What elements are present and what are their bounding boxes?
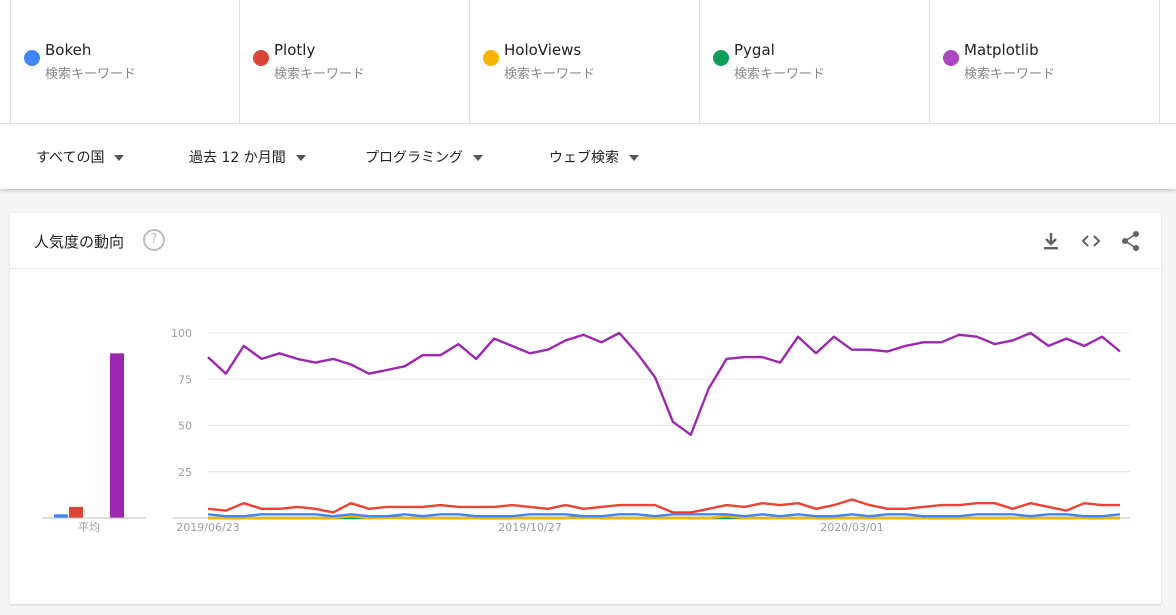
term-type: 検索キーワード (45, 67, 137, 82)
term-type: 検索キーワード (274, 67, 366, 82)
average-bar (110, 353, 124, 518)
series-line-matplotlib (207, 331, 1121, 437)
interest-over-time-card: 人気度の動向 ? 100 75 50 25 平均 2019/06/23 2019/10/… (10, 213, 1161, 604)
chevron-down-icon (629, 155, 639, 161)
term-card-1[interactable]: Plotly 検索キーワード (240, 0, 470, 123)
term-card-3[interactable]: Pygal 検索キーワード (700, 0, 930, 123)
chevron-down-icon (295, 155, 306, 161)
embed-code-icon[interactable] (1080, 230, 1102, 252)
series-lines (207, 331, 1121, 520)
series-line-bokeh (207, 513, 1121, 518)
term-name: Bokeh (45, 41, 92, 59)
card-title: 人気度の動向 (34, 233, 125, 251)
term-card-0[interactable]: Bokeh 検索キーワード (10, 0, 240, 123)
y-axis-labels: 100 75 50 25 (171, 327, 192, 479)
y-tick-label: 25 (178, 466, 192, 479)
card-header: 人気度の動向 ? (10, 213, 1161, 269)
term-color-dot (483, 50, 499, 66)
x-tick-label: 2019/06/23 (176, 521, 239, 534)
term-name: Matplotlib (964, 41, 1039, 59)
average-bar (69, 506, 83, 518)
region-dropdown[interactable]: すべての国 (36, 147, 125, 167)
search-type-label: ウェブ検索 (549, 150, 619, 166)
share-icon[interactable] (1120, 230, 1142, 252)
category-label: プログラミング (365, 150, 463, 166)
category-dropdown[interactable]: プログラミング (365, 147, 483, 167)
term-name: Pygal (734, 41, 775, 59)
term-card-4[interactable]: Matplotlib 検索キーワード (930, 0, 1160, 123)
term-color-dot (24, 50, 40, 66)
x-tick-label: 2019/10/27 (498, 521, 561, 534)
series-line-holoviews (208, 514, 1120, 520)
term-type: 検索キーワード (504, 67, 596, 82)
term-type: 検索キーワード (734, 67, 826, 82)
trend-chart: 100 75 50 25 平均 2019/06/23 2019/10/27 2020/03… (42, 327, 1130, 534)
average-bar (54, 514, 68, 518)
y-tick-label: 100 (171, 327, 192, 340)
region-label: すべての国 (36, 150, 105, 166)
help-icon[interactable]: ? (143, 229, 165, 251)
period-dropdown[interactable]: 過去 12 か月間 (189, 147, 306, 167)
chart-gridlines (173, 332, 1130, 519)
chevron-down-icon (473, 155, 483, 161)
period-label: 過去 12 か月間 (189, 150, 286, 166)
search-type-dropdown[interactable]: ウェブ検索 (549, 147, 639, 167)
term-color-dot (713, 50, 729, 66)
chevron-down-icon (114, 155, 125, 161)
term-name: HoloViews (504, 41, 582, 59)
term-color-dot (253, 50, 269, 66)
filter-bar: すべての国 過去 12 か月間 プログラミング ウェブ検索 (0, 123, 1176, 189)
download-icon[interactable] (1040, 230, 1062, 252)
term-color-dot (943, 50, 959, 66)
x-tick-label: 2020/03/01 (820, 521, 883, 534)
search-terms-bar: Bokeh 検索キーワード Plotly 検索キーワード HoloViews 検… (0, 0, 1176, 123)
x-axis-labels: 2019/06/23 2019/10/27 2020/03/01 (176, 521, 883, 534)
term-name: Plotly (274, 41, 316, 59)
series-line-plotly (207, 498, 1120, 514)
average-bars: 平均 (42, 353, 146, 534)
y-tick-label: 75 (178, 373, 192, 386)
term-type: 検索キーワード (964, 67, 1056, 82)
y-tick-label: 50 (178, 420, 192, 433)
average-label: 平均 (78, 521, 100, 534)
term-card-2[interactable]: HoloViews 検索キーワード (470, 0, 700, 123)
